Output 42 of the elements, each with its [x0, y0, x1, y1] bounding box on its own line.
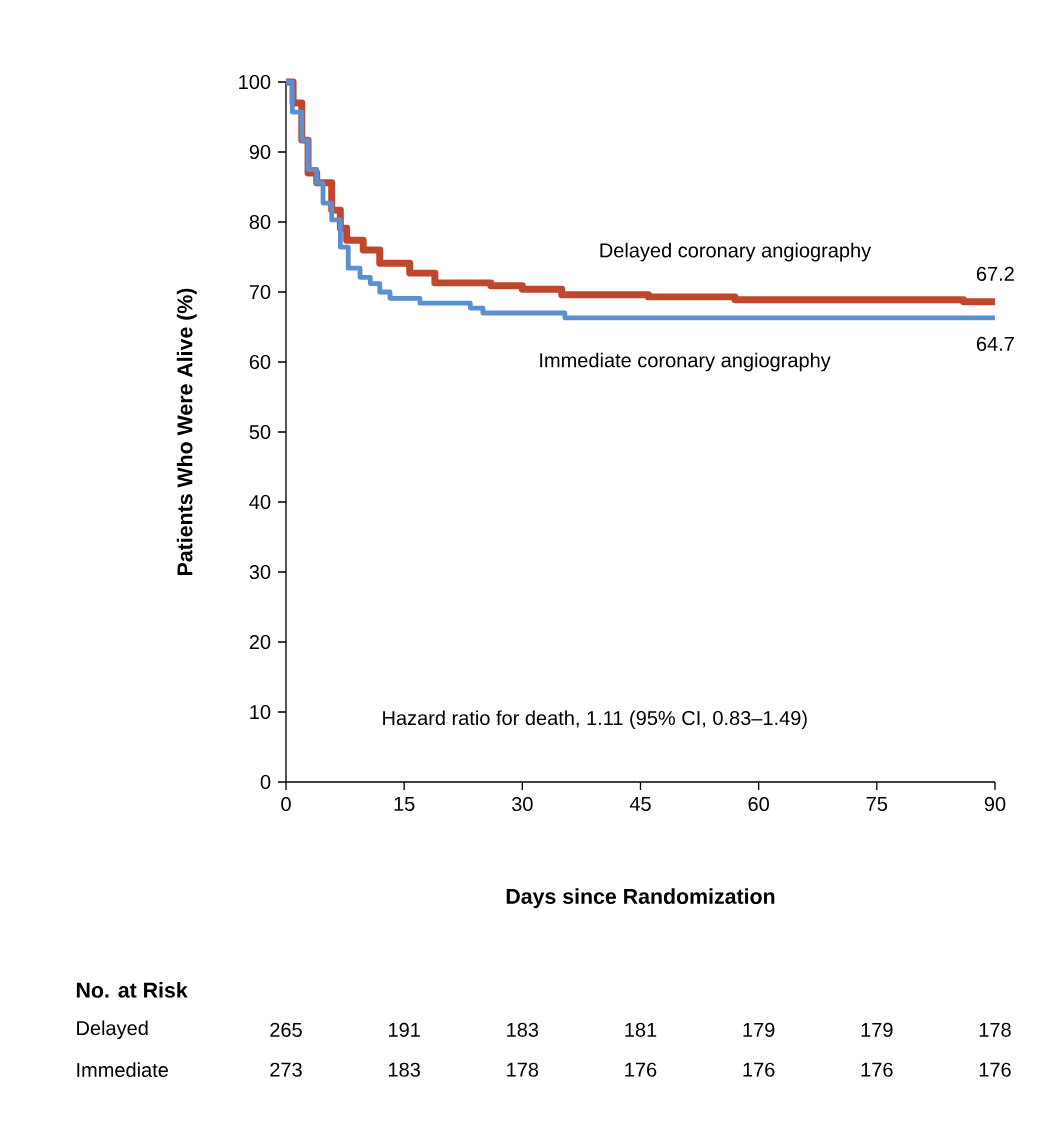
y-axis-title: Patients Who Were Alive (%) — [176, 288, 197, 576]
text: 178 — [507, 1062, 539, 1077]
annotation: 67.2 — [976, 266, 1014, 281]
text: 191 — [389, 1022, 420, 1037]
text: 176 — [979, 1062, 1011, 1077]
series-label: Immediate coronary angiography — [540, 352, 831, 372]
series-label: Delayed coronary angiography — [600, 242, 872, 262]
annotation: 64.7 — [976, 336, 1014, 351]
y-tick-label: 30 — [249, 564, 271, 580]
y-tick-label: 100 — [239, 74, 271, 90]
y-tick-label: 40 — [249, 494, 271, 510]
x-tick-label: 45 — [629, 796, 651, 811]
text: 176 — [861, 1062, 893, 1077]
y-tick-label: 20 — [249, 634, 271, 650]
x-tick-label: 60 — [748, 796, 769, 812]
y-tick-label: 90 — [249, 144, 271, 160]
text: 265 — [270, 1022, 302, 1037]
text: 183 — [389, 1062, 420, 1077]
text: 178 — [979, 1022, 1011, 1037]
y-tick-label: 10 — [250, 704, 271, 720]
text: 273 — [270, 1062, 302, 1077]
text: 176 — [743, 1062, 775, 1077]
annotation: Hazard ratio for death, 1.11 (95% CI, 0.83–1.49) — [383, 710, 807, 730]
y-tick-label: 60 — [249, 354, 271, 370]
text: Delayed — [77, 1020, 148, 1040]
text: No. at Risk — [76, 982, 188, 998]
x-tick-label: 15 — [394, 796, 415, 811]
text: 179 — [743, 1022, 775, 1037]
x-tick-label: 75 — [866, 796, 888, 811]
x-tick-label: 90 — [984, 796, 1006, 812]
text: 176 — [625, 1062, 657, 1077]
y-tick-label: 50 — [249, 424, 271, 440]
text: 181 — [625, 1022, 657, 1037]
text: 179 — [861, 1022, 893, 1037]
x-axis-title: Days since Randomization — [506, 888, 775, 909]
y-tick-label: 80 — [249, 214, 271, 230]
text: Immediate — [77, 1062, 168, 1078]
y-tick-label: 70 — [249, 284, 271, 300]
text: 183 — [507, 1022, 539, 1037]
y-tick-label: 0 — [260, 774, 271, 790]
x-tick-label: 0 — [281, 796, 291, 812]
x-tick-label: 30 — [511, 796, 533, 812]
